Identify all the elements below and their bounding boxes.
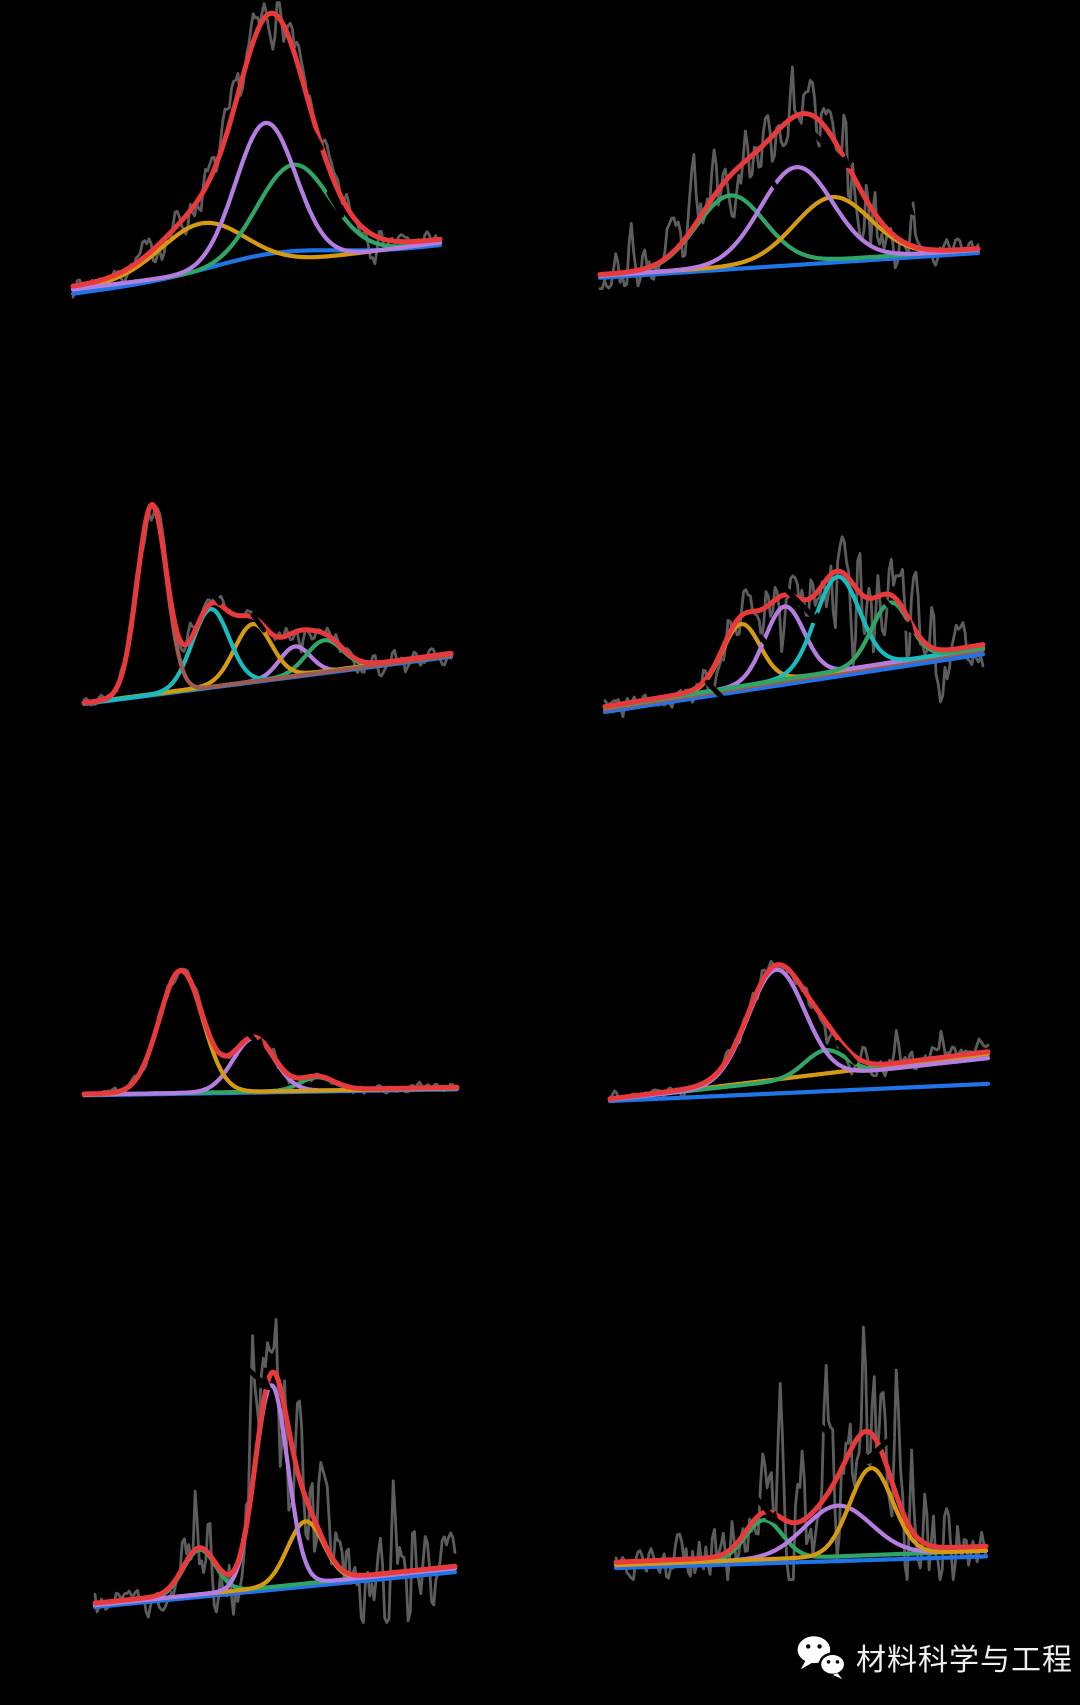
panel-7-annotation-arrow (238, 1360, 268, 1388)
panel-6-spectral-fit (607, 952, 991, 1107)
panel-8-annotation-arrow (863, 1435, 894, 1463)
panel-7-component-blue (92, 1570, 458, 1610)
panel-1-canvas (70, 1, 443, 299)
panel-7-component-orange (92, 1519, 458, 1608)
panel-2-canvas (597, 65, 981, 290)
panel-3-annotation-arrow (206, 585, 222, 606)
panel-2-annotation-arrowhead (836, 154, 852, 169)
panel-7-canvas (92, 1318, 458, 1624)
panel-8-canvas (613, 1325, 989, 1581)
panel-2-component-blue (597, 250, 981, 280)
panel-5-spectral-fit (81, 956, 460, 1102)
panel-4-fit-envelope (602, 568, 986, 710)
footer-watermark: 材料科学与工程 (796, 1634, 1073, 1680)
panel-5-annotation-arrow (190, 958, 206, 988)
panel-3-fit-envelope (81, 501, 454, 706)
panel-4-annotation-arrow (880, 597, 912, 631)
panel-3-spectral-fit (81, 462, 454, 710)
panel-8-annotation-arrowhead (765, 1510, 780, 1526)
panel-2-spectral-fit (597, 58, 981, 290)
panel-4-annotation-arrowhead (900, 619, 915, 635)
wechat-icon (797, 1636, 847, 1679)
panel-6-annotation-arrow (834, 1040, 858, 1065)
panel-5-annotation-arrowhead (251, 1037, 266, 1052)
panel-8-component-blue (613, 1554, 989, 1571)
panel-6-component-purple (607, 967, 991, 1102)
panel-4-annotation-arrowhead (808, 611, 823, 627)
panel-1-component-purple (70, 120, 443, 292)
panel-4-spectral-fit (602, 492, 986, 719)
panel-8-annotation-arrowhead (859, 1452, 875, 1467)
panel-5-fit-envelope (81, 967, 460, 1097)
panel-7-spectral-fit (92, 1213, 458, 1624)
panel-2-annotation-arrowhead (900, 201, 915, 216)
panel-1-annotation-arrow (303, 116, 324, 151)
panel-1-annotation-arrow (326, 190, 345, 218)
panel-8-annotation-arrow (804, 1410, 831, 1436)
panel-2-fit-envelope (597, 111, 981, 278)
panel-6-canvas (607, 959, 991, 1104)
panel-2-annotation-arrow (886, 184, 912, 212)
panel-7-annotation-arrowhead (257, 1377, 273, 1392)
panel-6-component-blue (607, 1081, 991, 1104)
panel-8-component-orange (613, 1466, 989, 1568)
panel-8-fit-envelope (613, 1428, 989, 1565)
footer-brand-text: 材料科学与工程 (856, 1644, 1073, 1677)
panel-4-annotation-arrow (784, 587, 819, 623)
panel-4-annotation-arrow (704, 679, 729, 704)
panel-4-annotation-arrow (758, 634, 777, 658)
panel-4-component-blue (602, 652, 986, 715)
panel-1-spectral-fit (70, 1, 443, 304)
panel-7-annotation-arrow (305, 1429, 327, 1459)
panel-2-annotation-arrow (764, 172, 787, 202)
panel-4-canvas (602, 535, 986, 719)
panel-7-fit-envelope (92, 1369, 458, 1606)
panel-8-annotation-arrow (752, 1493, 776, 1521)
panel-4-raw-data-trace (603, 535, 985, 719)
panel-5-canvas (81, 958, 460, 1098)
panel-8-raw-data-trace (614, 1325, 988, 1581)
panel-6-fit-envelope (607, 962, 991, 1102)
panel-3-annotation-arrow (250, 612, 267, 633)
panel-8-spectral-fit (613, 1272, 989, 1581)
panel-2-annotation-arrow (806, 126, 848, 166)
panel-1-fit-envelope (70, 10, 443, 289)
panel-3-canvas (81, 501, 454, 707)
panel-2-component-purple (597, 165, 981, 278)
panel-6-annotation-arrow (786, 959, 805, 980)
panel-1-raw-data-trace (71, 1, 442, 299)
